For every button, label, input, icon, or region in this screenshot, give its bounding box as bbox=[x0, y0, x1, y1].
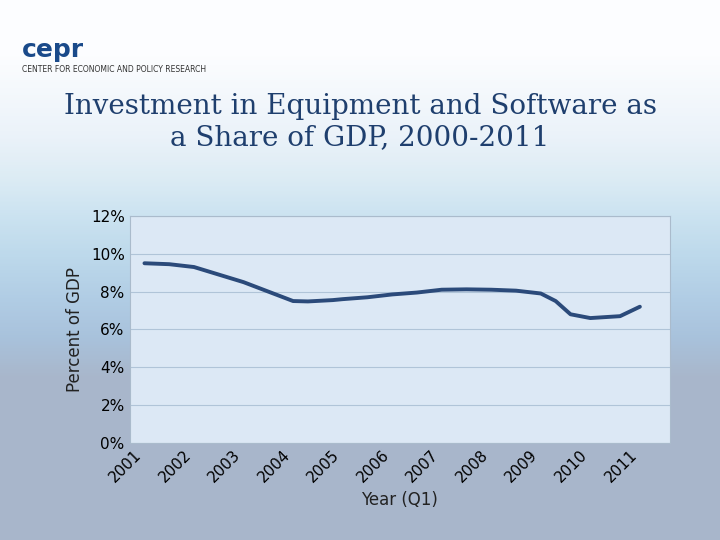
Text: cepr: cepr bbox=[22, 38, 84, 62]
Y-axis label: Percent of GDP: Percent of GDP bbox=[66, 267, 84, 392]
Text: Investment in Equipment and Software as
a Share of GDP, 2000-2011: Investment in Equipment and Software as … bbox=[63, 93, 657, 151]
X-axis label: Year (Q1): Year (Q1) bbox=[361, 491, 438, 509]
Text: CENTER FOR ECONOMIC AND POLICY RESEARCH: CENTER FOR ECONOMIC AND POLICY RESEARCH bbox=[22, 65, 206, 74]
